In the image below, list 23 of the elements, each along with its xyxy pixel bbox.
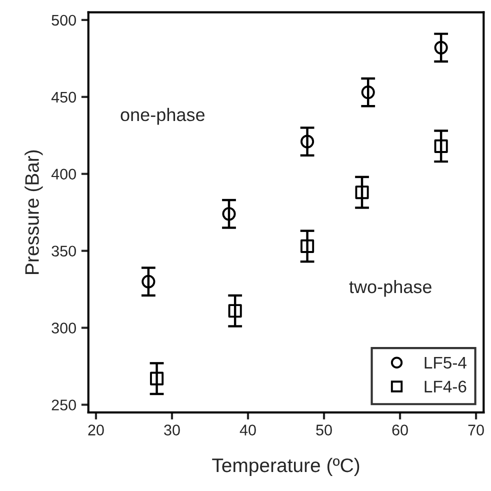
point bbox=[355, 186, 369, 200]
y-tick-label: 400 bbox=[51, 168, 76, 180]
legend-label: LF4-6 bbox=[424, 380, 466, 392]
legend-label: LF5-4 bbox=[424, 356, 466, 369]
point bbox=[150, 372, 164, 386]
y-tick-label: 250 bbox=[52, 400, 76, 410]
x-tick-label: 30 bbox=[164, 424, 180, 436]
x-tick-label: 20 bbox=[88, 424, 104, 436]
annotation: one-phase bbox=[120, 108, 205, 125]
x-tick-label: 70 bbox=[468, 424, 484, 436]
x-tick-label: 60 bbox=[392, 424, 408, 436]
x-tick-label: 40 bbox=[240, 424, 256, 436]
y-tick-label: 350 bbox=[52, 246, 76, 257]
x-tick-label: 50 bbox=[316, 424, 332, 436]
point bbox=[228, 304, 242, 318]
annotation: two-phase bbox=[349, 280, 432, 297]
y-tick-label: 500 bbox=[52, 14, 76, 26]
y-tick-label: 300 bbox=[52, 322, 76, 334]
point bbox=[300, 239, 314, 254]
y-axis-title: Pressure (Bar) bbox=[24, 150, 43, 274]
point bbox=[434, 139, 448, 153]
y-tick-label: 450 bbox=[51, 92, 76, 103]
x-axis-title: Temperature (ºC) bbox=[212, 458, 360, 476]
